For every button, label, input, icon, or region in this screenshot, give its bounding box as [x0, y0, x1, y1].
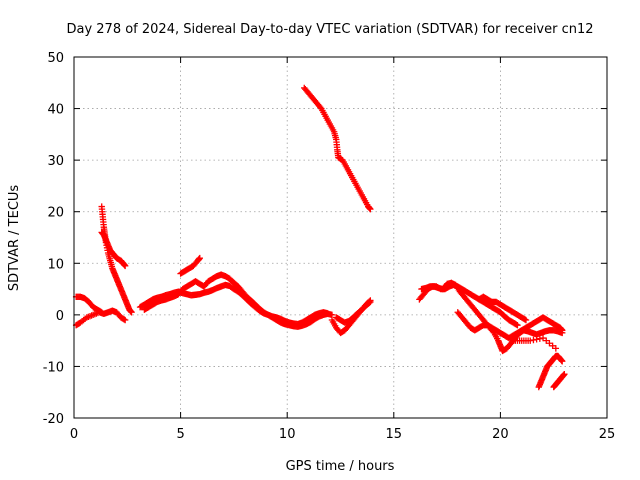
- y-tick-label: -20: [43, 412, 64, 427]
- series-track-b: [72, 293, 105, 316]
- series-track-g: [177, 254, 203, 277]
- chart-title: Day 278 of 2024, Sidereal Day-to-day VTE…: [66, 22, 593, 37]
- data-point: [98, 309, 105, 316]
- data-point: [128, 309, 135, 316]
- x-tick-label: 20: [492, 427, 509, 442]
- series-track-c: [98, 203, 135, 316]
- data-point: [561, 370, 568, 378]
- x-tick-label: 5: [176, 427, 184, 442]
- x-tick-label: 25: [599, 427, 616, 442]
- x-tick-label: 0: [70, 427, 78, 442]
- plot-frame: [73, 56, 608, 419]
- y-tick-label: 20: [47, 206, 64, 221]
- series-track-p: [550, 370, 568, 391]
- series-track-f: [141, 271, 336, 330]
- data-point: [317, 104, 324, 111]
- data-points: [72, 84, 568, 391]
- y-tick-label: 30: [47, 154, 64, 169]
- series-track-e: [136, 281, 331, 328]
- data-point: [121, 262, 129, 270]
- y-tick-label: 0: [56, 309, 64, 324]
- y-tick-label: 50: [47, 51, 64, 66]
- series-track-q: [509, 334, 560, 352]
- series-track-n: [475, 293, 530, 324]
- grid: [74, 57, 607, 418]
- y-tick-label: 40: [47, 103, 64, 118]
- y-tick-label: 10: [47, 257, 64, 272]
- data-point: [367, 298, 374, 306]
- data-point: [552, 345, 560, 352]
- x-axis-label: GPS time / hours: [286, 459, 395, 474]
- data-point: [559, 358, 566, 365]
- x-tick-label: 10: [279, 427, 296, 442]
- data-point: [367, 205, 374, 213]
- series-track-d: [98, 229, 129, 270]
- series-track-j: [301, 84, 374, 213]
- data-point: [559, 327, 566, 334]
- y-axis-label: SDTVAR / TECUs: [7, 185, 22, 292]
- data-point: [121, 316, 129, 324]
- x-tick-label: 15: [386, 427, 403, 442]
- data-point: [366, 299, 373, 307]
- series-track-m: [454, 309, 566, 342]
- series-track-o: [535, 352, 566, 391]
- data-point: [196, 254, 203, 262]
- axes: 0 5 10 15 20 25 -20 -10 0 10 20 30 40 50: [43, 51, 616, 442]
- data-point: [522, 316, 530, 324]
- data-point: [514, 321, 521, 329]
- y-tick-label: -10: [43, 360, 64, 375]
- series-track-i: [333, 298, 374, 326]
